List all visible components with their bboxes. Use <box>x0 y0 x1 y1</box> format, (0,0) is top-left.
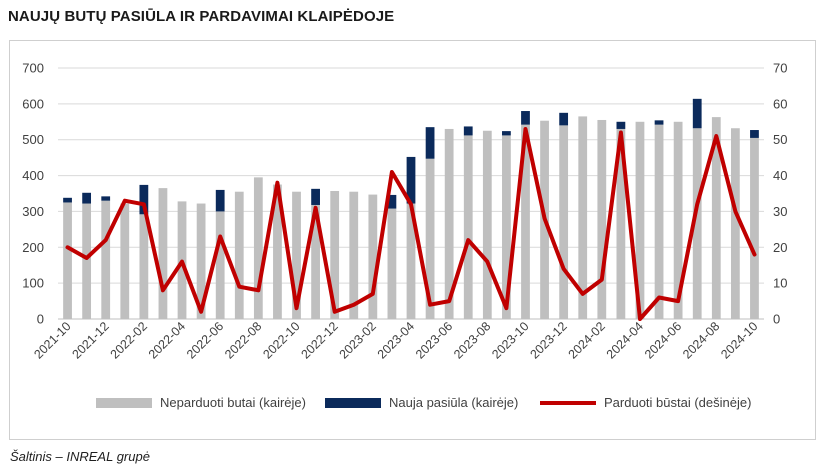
bar-unsold <box>196 203 206 319</box>
bar-unsold <box>635 121 645 320</box>
legend-label-unsold: Neparduoti butai (kairėje) <box>160 395 306 410</box>
bar-unsold <box>521 124 530 319</box>
y-right-tick-label: 60 <box>773 96 787 111</box>
legend-swatch-unsold <box>96 398 152 408</box>
x-tick-label: 2022-04 <box>146 319 188 361</box>
bar-new-supply <box>521 111 530 125</box>
y-right-tick-label: 0 <box>773 312 780 327</box>
y-right-tick-label: 50 <box>773 132 787 147</box>
bar-new-supply <box>750 130 759 138</box>
bar-new-supply <box>692 98 702 129</box>
bar-unsold <box>215 211 225 319</box>
bar-unsold <box>82 203 92 319</box>
y-left-tick-label: 0 <box>37 312 44 327</box>
bar-unsold <box>292 191 301 319</box>
bar-new-supply <box>101 196 111 201</box>
bar-new-supply <box>63 197 72 203</box>
y-left-tick-label: 700 <box>22 61 44 76</box>
x-tick-label: 2022-12 <box>298 319 340 361</box>
y-left-tick-label: 100 <box>22 276 44 291</box>
chart-title: NAUJŲ BUTŲ PASIŪLA IR PARDAVIMAI KLAIPĖD… <box>8 8 395 25</box>
x-tick-label: 2024-02 <box>566 319 608 361</box>
bar-unsold <box>692 128 702 319</box>
x-tick-label: 2024-08 <box>680 319 722 361</box>
bar-unsold <box>368 194 378 319</box>
bar-unsold <box>673 121 683 320</box>
y-left-tick-label: 500 <box>22 132 44 147</box>
y-right-tick-label: 20 <box>773 240 787 255</box>
bar-unsold <box>444 128 454 319</box>
x-tick-label: 2023-12 <box>527 319 569 361</box>
x-tick-label: 2024-04 <box>604 319 646 361</box>
bar-unsold <box>597 119 607 319</box>
bar-new-supply <box>654 120 664 125</box>
y-left-tick-label: 200 <box>22 240 44 255</box>
bar-new-supply <box>387 194 397 209</box>
bar-new-supply <box>502 131 511 136</box>
x-tick-label: 2024-06 <box>642 319 684 361</box>
bar-unsold <box>502 135 511 319</box>
bar-unsold <box>750 137 759 319</box>
bar-unsold <box>463 135 473 319</box>
chart-frame <box>9 40 816 440</box>
bar-unsold <box>63 202 72 319</box>
bar-unsold <box>139 214 149 319</box>
bar-new-supply <box>139 184 149 215</box>
bar-unsold <box>406 203 416 319</box>
bar-unsold <box>120 203 130 319</box>
bar-unsold <box>559 125 569 319</box>
x-tick-label: 2023-02 <box>337 319 379 361</box>
x-tick-label: 2022-02 <box>108 319 150 361</box>
bar-new-supply <box>463 126 473 136</box>
y-left-tick-label: 400 <box>22 168 44 183</box>
bar-new-supply <box>425 127 435 159</box>
x-tick-label: 2023-06 <box>413 319 455 361</box>
bar-unsold <box>253 177 263 319</box>
y-right-tick-label: 40 <box>773 168 787 183</box>
bar-new-supply <box>82 192 92 204</box>
bar-unsold <box>158 188 168 319</box>
x-tick-label: 2023-04 <box>375 319 417 361</box>
bar-new-supply <box>215 189 225 212</box>
bar-new-supply <box>616 121 626 129</box>
x-tick-label: 2023-08 <box>451 319 493 361</box>
bar-unsold <box>578 116 588 320</box>
bar-unsold <box>234 191 244 319</box>
x-tick-label: 2022-06 <box>184 319 226 361</box>
series-line-sold <box>65 127 757 321</box>
bar-unsold <box>349 191 359 319</box>
bar-unsold <box>616 128 626 319</box>
x-tick-label: 2024-10 <box>718 319 760 361</box>
bar-unsold <box>273 184 282 319</box>
x-tick-label: 2022-08 <box>222 319 264 361</box>
bar-unsold <box>711 117 721 319</box>
y-left-tick-label: 600 <box>22 96 44 111</box>
source-note: Šaltinis – INREAL grupė <box>10 449 150 464</box>
y-right-tick-label: 10 <box>773 276 787 291</box>
y-left-tick-label: 300 <box>22 204 44 219</box>
legend-label-sold: Parduoti būstai (dešinėje) <box>604 395 751 410</box>
legend-label-new-supply: Nauja pasiūla (kairėje) <box>389 395 518 410</box>
bar-unsold <box>387 208 397 319</box>
bar-unsold <box>330 190 340 319</box>
x-tick-label: 2022-10 <box>260 319 302 361</box>
x-tick-label: 2023-10 <box>489 319 531 361</box>
bar-unsold <box>654 124 664 319</box>
bar-unsold <box>425 158 435 319</box>
x-tick-label: 2021-12 <box>69 319 111 361</box>
bar-unsold <box>730 128 740 319</box>
legend-swatch-new-supply <box>325 398 381 408</box>
bar-unsold <box>482 130 492 319</box>
bar-new-supply <box>311 188 320 205</box>
y-right-tick-label: 30 <box>773 204 787 219</box>
bar-new-supply <box>406 156 416 204</box>
bar-new-supply <box>559 112 569 126</box>
bar-unsold <box>311 204 320 319</box>
y-right-tick-label: 70 <box>773 61 787 76</box>
bar-unsold <box>101 200 111 319</box>
